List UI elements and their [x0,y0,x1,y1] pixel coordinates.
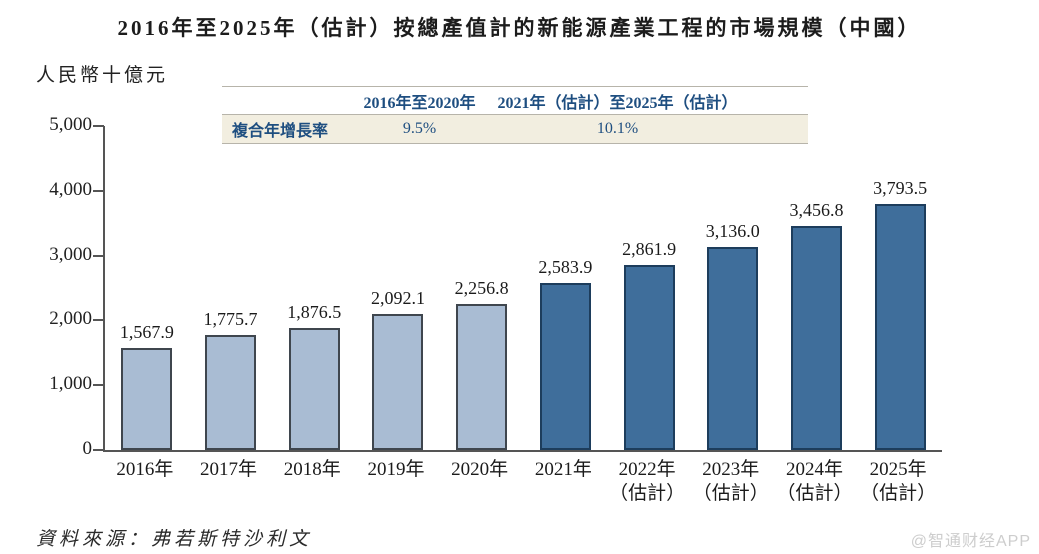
x-tick-label-year: 2020年 [451,459,509,480]
bar-slot-2024年: 3,456.8 [775,126,859,450]
bar-slot-2019年: 2,092.1 [356,126,440,450]
y-tick-mark [93,449,104,451]
bar-value-label: 3,456.8 [789,200,844,220]
x-tick-label-2019年: 2019年 [354,458,438,506]
source-note: 資料來源：弗若斯特沙利文 [36,529,313,550]
y-tick-label: 5,000 [49,114,92,135]
x-tick-label-year: 2019年 [367,459,425,480]
bar-value-label: 1,567.9 [119,322,174,342]
bar-2025年 [874,204,926,450]
bar-value-label: 1,775.7 [203,309,258,329]
bar-2024年 [790,226,842,450]
x-tick-label-2021年: 2021年 [522,458,606,506]
x-tick-label-2016年: 2016年 [103,458,187,506]
y-tick-mark [93,125,104,127]
y-tick-label: 1,000 [49,373,92,395]
x-axis-labels: 2016年 2017年 2018年 2019年 2020年 2021年 2022年 （估計） 2… [103,458,940,506]
chart-title: 2016年至2025年（估計）按總產值計的新能源產業工程的市場規模（中國） [117,16,922,40]
bar-2020年 [456,304,508,450]
bar-slot-2022年: 2,861.9 [607,126,691,450]
bar-slot-2017年: 1,775.7 [189,126,273,450]
bar-2018年 [288,328,340,450]
x-tick-label-estimate-note: （估計） [692,482,769,504]
x-tick-label-year: 2016年 [116,459,174,480]
y-tick-mark [93,319,104,322]
x-tick-label-2022年: 2022年 （估計） [605,458,689,506]
cagr-period-2-header: 2021年（估計）至2025年（估計） [497,94,738,112]
x-tick-label-year: 2017年 [200,459,258,480]
bar-value-label: 3,136.0 [705,221,760,241]
x-tick-label-estimate-note: （估計） [609,482,686,504]
cagr-table-data-row: 複合年增長率 9.5% 10.1% [222,115,808,144]
bar-slot-2018年: 1,876.5 [272,126,356,450]
bar-value-label: 2,861.9 [622,239,677,259]
x-tick-label-2023年: 2023年 （估計） [689,458,773,506]
cagr-table-header-row: 2016年至2020年 2021年（估計）至2025年（估計） [222,87,808,115]
bar-slot-2025年: 3,793.5 [858,126,942,450]
bar-2017年 [205,335,257,450]
x-tick-label-2020年: 2020年 [438,458,522,506]
x-tick-label-2025年: 2025年 （估計） [856,458,940,506]
y-tick-label: 0 [82,438,93,459]
bar-slot-2021年: 2,583.9 [524,126,608,450]
y-axis-unit-label: 人民幣十億元 [36,65,169,86]
watermark: @智通财经APP [910,533,1031,550]
x-tick-label-2024年: 2024年 （估計） [773,458,857,506]
y-tick-mark [93,254,104,257]
x-tick-label-estimate-note: （估計） [776,482,853,504]
cagr-period-2-value: 10.1% [596,120,639,137]
bar-value-label: 2,256.8 [454,278,509,298]
x-tick-label-year: 2021年 [534,459,592,480]
bar-2021年 [539,283,591,450]
bar-slot-2020年: 2,256.8 [440,126,524,450]
y-tick-label: 4,000 [49,178,92,200]
y-tick-label: 2,000 [49,308,92,330]
y-tick-label: 3,000 [49,243,92,265]
bar-value-label: 2,583.9 [538,257,593,277]
cagr-period-1-header: 2016年至2020年 [363,94,476,112]
plot-area: 1,567.9 1,775.7 1,876.5 2,092.1 2,256.8 2,583… [103,126,942,452]
x-tick-label-year: 2018年 [283,459,341,480]
x-tick-label-2018年: 2018年 [270,458,354,506]
x-tick-label-year: 2025年 [869,459,927,480]
bar-slot-2023年: 3,136.0 [691,126,775,450]
cagr-row-label: 複合年增長率 [232,123,329,140]
cagr-period-1-value: 9.5% [402,120,437,137]
x-tick-label-estimate-note: （估計） [860,482,937,504]
bar-slot-2016年: 1,567.9 [105,126,189,450]
x-tick-label-year: 2022年 [618,459,676,480]
x-tick-label-2017年: 2017年 [187,458,271,506]
bar-2022年 [623,265,675,450]
bar-2016年 [121,348,173,450]
y-tick-mark [93,384,104,387]
x-tick-label-year: 2023年 [702,459,760,480]
bar-value-label: 1,876.5 [287,302,342,322]
bar-2023年 [707,247,759,450]
y-tick-mark [93,189,104,192]
bar-value-label: 3,793.5 [873,178,928,198]
bar-value-label: 2,092.1 [370,288,425,308]
bar-2019年 [372,314,424,450]
x-tick-label-year: 2024年 [785,459,843,480]
cagr-table: 2016年至2020年 2021年（估計）至2025年（估計） 複合年增長率 9… [222,86,808,144]
